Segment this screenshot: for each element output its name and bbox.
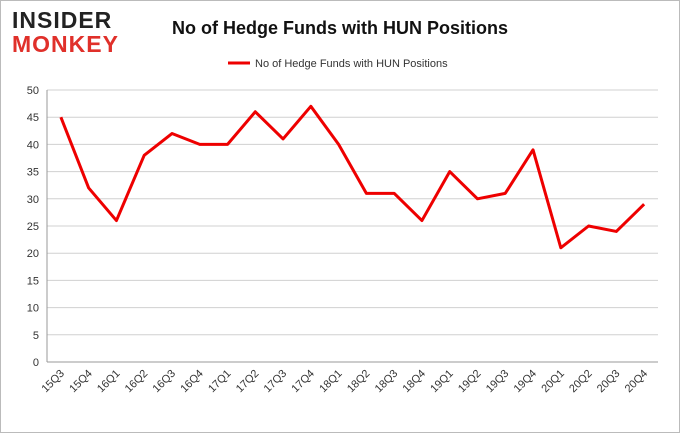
y-tick-label: 35	[27, 167, 39, 179]
y-tick-label: 20	[27, 248, 39, 260]
y-tick-label: 25	[27, 221, 39, 233]
logo-top: INSIDER	[12, 7, 112, 33]
y-tick-label: 0	[33, 357, 39, 369]
y-tick-label: 5	[33, 330, 39, 342]
y-tick-label: 15	[27, 275, 39, 287]
y-tick-label: 40	[27, 139, 39, 151]
chart-title: No of Hedge Funds with HUN Positions	[172, 18, 508, 38]
y-tick-label: 10	[27, 303, 39, 315]
y-tick-label: 50	[27, 85, 39, 97]
line-series	[59, 104, 646, 250]
y-tick-label: 30	[27, 194, 39, 206]
y-tick-label: 45	[27, 112, 39, 124]
legend-label: No of Hedge Funds with HUN Positions	[255, 58, 448, 70]
logo-bottom: MONKEY	[12, 31, 119, 57]
